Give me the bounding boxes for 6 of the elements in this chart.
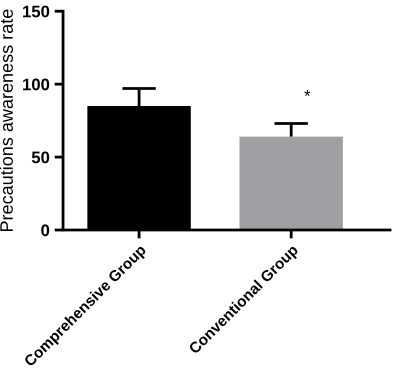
y-tick-label: 0 xyxy=(41,224,50,236)
y-axis-title: Precautions awareness rate xyxy=(0,10,13,232)
annotation: * xyxy=(304,90,310,96)
y-tick-label: 150 xyxy=(23,6,50,18)
y-tick-label: 50 xyxy=(32,151,50,164)
y-tick-label: 100 xyxy=(23,78,50,90)
